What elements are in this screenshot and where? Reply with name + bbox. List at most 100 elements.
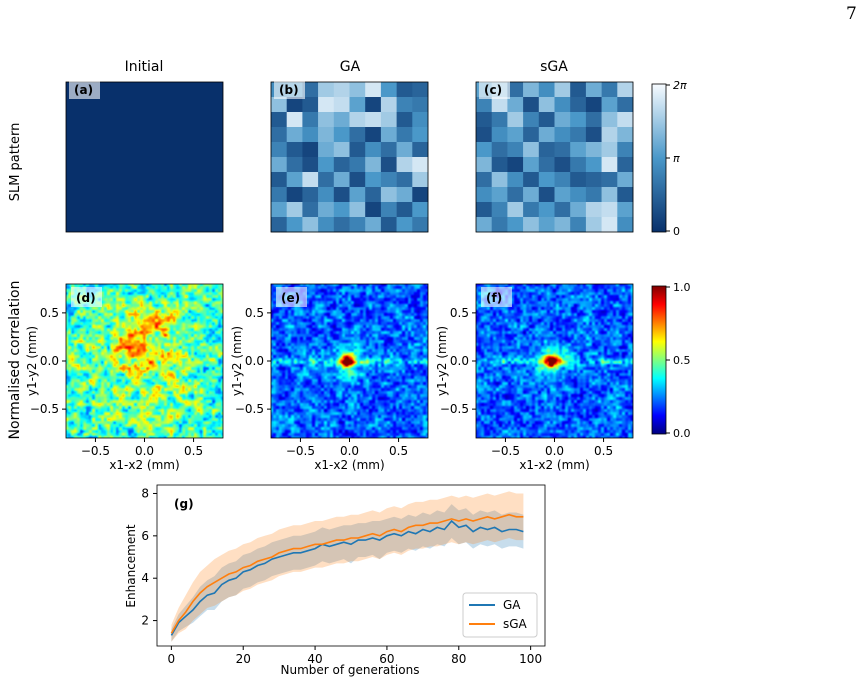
slm-cell	[349, 217, 366, 233]
slm-colorbar	[651, 83, 667, 233]
correlation-colorbar-tick-1: 1.0	[673, 281, 691, 294]
slm-cell	[271, 112, 287, 128]
slm-cell	[585, 142, 602, 158]
x-tick-label: 0.0	[545, 444, 564, 458]
slm-cell	[523, 142, 540, 158]
slm-cell	[570, 202, 587, 218]
slm-cell	[380, 82, 397, 98]
x-tick-label: 0.5	[389, 444, 408, 458]
slm-cell	[476, 187, 492, 203]
series-line-sga	[170, 513, 524, 634]
slm-cell	[318, 82, 335, 98]
slm-cell	[601, 187, 618, 203]
slm-cell	[380, 217, 397, 233]
slm-cell	[380, 97, 397, 113]
slm-cell	[476, 127, 492, 143]
slm-cell	[601, 97, 618, 113]
slm-cell	[380, 157, 397, 173]
slm-cell	[318, 172, 335, 188]
panel-label-a: (a)	[74, 83, 93, 97]
slm-cell	[538, 217, 555, 233]
slm-cell	[302, 172, 319, 188]
slm-cell	[333, 187, 350, 203]
slm-cell	[396, 187, 413, 203]
slm-cell	[491, 187, 508, 203]
chart-ylabel: Enhancement	[124, 524, 138, 607]
x-tick-label: −0.5	[491, 444, 520, 458]
slm-cell	[617, 217, 634, 233]
slm-cell	[65, 81, 224, 233]
slm-cell	[617, 157, 634, 173]
slm-cell	[507, 127, 524, 143]
slm-cell	[617, 142, 634, 158]
correlation-map-sga	[476, 284, 633, 438]
slm-cell	[538, 97, 555, 113]
slm-cell	[333, 112, 350, 128]
slm-cell	[617, 97, 634, 113]
slm-cell	[380, 112, 397, 128]
y-tick-label: 0.5	[450, 306, 469, 320]
slm-cell	[601, 202, 618, 218]
slm-cell	[570, 172, 587, 188]
slm-cell	[617, 172, 634, 188]
slm-cell	[601, 172, 618, 188]
slm-cell	[412, 217, 429, 233]
slm-cell	[271, 217, 287, 233]
series-band-ga	[171, 504, 524, 642]
slm-cell	[538, 172, 555, 188]
y-tick-label: 0.0	[450, 354, 469, 368]
slm-cell	[286, 112, 303, 128]
slm-cell	[585, 97, 602, 113]
slm-cell	[507, 187, 524, 203]
slm-colorbar-tick-pi: π	[673, 152, 680, 165]
slm-cell	[302, 202, 319, 218]
slm-cell	[507, 97, 524, 113]
slm-cell	[396, 97, 413, 113]
chart-y-tick-label: 4	[141, 571, 149, 585]
slm-cell	[585, 172, 602, 188]
slm-cell	[601, 112, 618, 128]
slm-cell	[507, 172, 524, 188]
slm-cell	[523, 172, 540, 188]
panel-label-box-f	[481, 287, 512, 307]
slm-cell	[412, 127, 429, 143]
panel-label-box-a	[69, 79, 100, 99]
slm-cell	[412, 187, 429, 203]
slm-cell	[302, 97, 319, 113]
slm-cell	[349, 202, 366, 218]
slm-cell	[365, 127, 382, 143]
chart-x-tick-label: 20	[236, 652, 251, 666]
slm-cell	[523, 127, 540, 143]
slm-cell	[476, 112, 492, 128]
correlation-map-initial	[66, 284, 223, 438]
row-label-slm: SLM pattern	[8, 123, 23, 202]
slm-cell	[491, 172, 508, 188]
slm-cell	[554, 157, 571, 173]
slm-cell	[554, 202, 571, 218]
slm-cell	[302, 217, 319, 233]
slm-cell	[286, 97, 303, 113]
slm-cell	[333, 157, 350, 173]
slm-cell	[271, 187, 287, 203]
slm-cell	[507, 82, 524, 98]
row-label-correlation: Normalised correlation	[7, 281, 23, 440]
slm-cell	[523, 202, 540, 218]
slm-cell	[412, 112, 429, 128]
slm-cell	[396, 127, 413, 143]
slm-cell	[491, 202, 508, 218]
slm-cell	[412, 82, 429, 98]
slm-cell	[271, 127, 287, 143]
slm-cell	[412, 172, 429, 188]
slm-cell	[476, 202, 492, 218]
slm-cell	[491, 157, 508, 173]
slm-cell	[538, 112, 555, 128]
slm-cell	[617, 187, 634, 203]
slm-cell	[570, 187, 587, 203]
slm-cell	[476, 217, 492, 233]
chart-y-tick-label: 6	[141, 529, 149, 543]
x-axis-label: x1-x2 (mm)	[314, 458, 384, 472]
slm-cell	[585, 187, 602, 203]
slm-cell	[570, 82, 587, 98]
slm-cell	[365, 97, 382, 113]
